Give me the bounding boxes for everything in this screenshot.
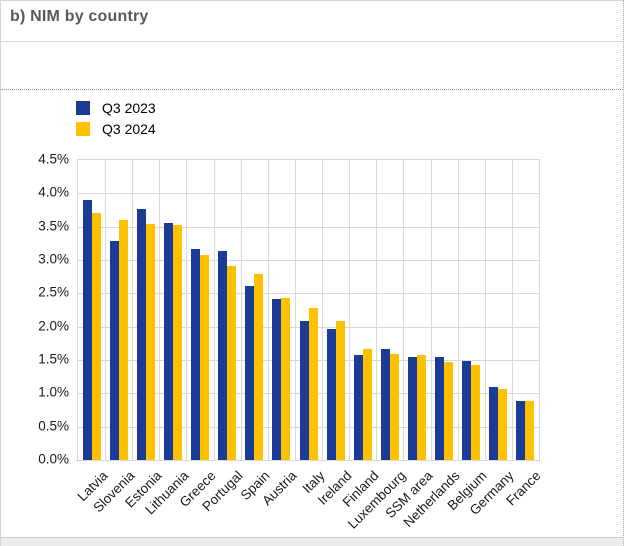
gridline <box>78 193 539 195</box>
bar-q3-2024-austria <box>281 298 291 460</box>
bar-q3-2024-luxembourg <box>389 354 399 460</box>
gridline <box>78 460 539 461</box>
bar-q3-2024-italy <box>308 308 318 460</box>
bar-q3-2024-estonia <box>145 224 155 460</box>
bar-q3-2024-greece <box>200 254 210 460</box>
bar-q3-2023-italy <box>299 321 309 460</box>
gridline <box>186 160 188 460</box>
bar-q3-2023-austria <box>272 299 282 460</box>
legend-item-q3-2024: Q3 2024 <box>76 118 156 139</box>
gridline <box>78 293 539 295</box>
page-title: b) NIM by country <box>10 8 149 25</box>
legend-swatch-q3-2023 <box>76 100 90 115</box>
bar-q3-2023-lithuania <box>163 222 173 460</box>
bottom-edge <box>1 537 623 546</box>
bar-q3-2023-finland <box>353 355 363 460</box>
bar-q3-2023-slovenia <box>109 241 119 460</box>
bar-q3-2024-finland <box>362 349 372 460</box>
gridline <box>213 160 215 460</box>
section-divider <box>1 89 623 90</box>
gridline <box>132 160 134 460</box>
gridline <box>457 160 459 460</box>
gridline <box>240 160 242 460</box>
bar-q3-2023-luxembourg <box>380 349 390 460</box>
bar-q3-2023-estonia <box>136 208 146 460</box>
bar-q3-2024-portugal <box>227 266 237 460</box>
bar-q3-2024-ssm-area <box>416 354 426 460</box>
bar-q3-2023-ireland <box>326 329 336 460</box>
y-tick-label: 4.5% <box>38 151 69 167</box>
y-tick-label: 1.5% <box>38 351 69 367</box>
legend-item-q3-2023: Q3 2023 <box>76 97 156 118</box>
gridline <box>294 160 296 460</box>
bar-q3-2024-lithuania <box>172 225 182 460</box>
gridline <box>105 160 107 460</box>
gridline <box>159 160 161 460</box>
gridline <box>376 160 378 460</box>
bar-q3-2024-slovenia <box>118 220 128 460</box>
gridline <box>511 160 513 460</box>
bar-q3-2023-france <box>516 401 526 460</box>
y-tick-label: 1.0% <box>38 384 69 400</box>
plot-area <box>77 159 540 461</box>
bar-q3-2024-ireland <box>335 321 345 460</box>
y-tick-label: 3.0% <box>38 251 69 267</box>
chart-legend: Q3 2023 Q3 2024 <box>76 97 156 139</box>
bar-q3-2024-latvia <box>91 213 101 460</box>
bar-q3-2023-germany <box>489 386 499 460</box>
bar-q3-2024-netherlands <box>444 362 454 460</box>
legend-label: Q3 2023 <box>102 99 156 116</box>
bar-q3-2023-spain <box>245 286 255 460</box>
gridline <box>349 160 351 460</box>
bar-q3-2023-netherlands <box>435 357 445 460</box>
bar-q3-2023-portugal <box>218 250 228 460</box>
bar-q3-2024-spain <box>254 274 264 460</box>
y-tick-label: 2.5% <box>38 284 69 300</box>
gridline <box>78 226 539 228</box>
gridline <box>430 160 432 460</box>
y-tick-label: 4.0% <box>38 184 69 200</box>
gridline <box>267 160 269 460</box>
bar-q3-2023-ssm-area <box>407 356 417 460</box>
title-divider <box>1 41 623 42</box>
y-tick-label: 0.5% <box>38 418 69 434</box>
bar-q3-2024-france <box>525 401 535 460</box>
y-tick-label: 3.5% <box>38 218 69 234</box>
bar-q3-2023-greece <box>191 248 201 460</box>
bar-q3-2024-belgium <box>471 364 481 460</box>
y-tick-label: 2.0% <box>38 318 69 334</box>
bar-q3-2024-germany <box>498 388 508 460</box>
legend-label: Q3 2024 <box>102 120 156 137</box>
gridline <box>78 260 539 261</box>
bar-q3-2023-belgium <box>462 361 472 460</box>
bar-q3-2023-latvia <box>82 200 92 460</box>
gridline <box>484 160 486 460</box>
y-tick-label: 0.0% <box>38 451 69 467</box>
gridline <box>322 160 324 460</box>
legend-swatch-q3-2024 <box>76 121 90 136</box>
gridline <box>403 160 405 460</box>
